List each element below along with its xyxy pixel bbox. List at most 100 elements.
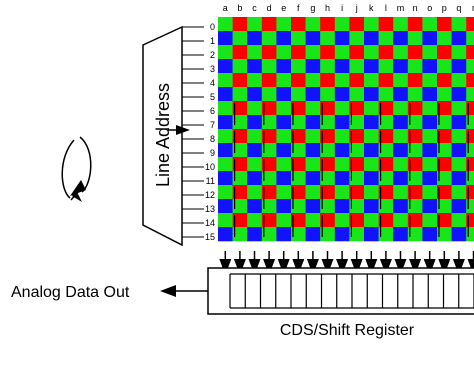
pixel-cell-b9 [232, 143, 248, 158]
pixel-cell-j10 [349, 157, 365, 172]
pixel-cell-f2 [291, 45, 306, 60]
pixel-cell-d14 [261, 213, 277, 228]
pixel-cell-p0 [437, 17, 452, 32]
row-label-12: 12 [205, 190, 215, 200]
column-arrow-head [452, 259, 465, 275]
pixel-cell-m8 [393, 129, 409, 144]
pixel-cell-a13 [218, 199, 233, 214]
pixel-cell-c7 [247, 115, 263, 130]
pixel-cell-p14 [437, 213, 452, 228]
pixel-cell-n2 [407, 45, 423, 60]
pixel-cell-b1 [232, 31, 248, 46]
pixel-cell-e14 [276, 213, 292, 228]
pixel-cell-r10 [466, 157, 474, 172]
pixel-cell-f3 [291, 59, 306, 74]
pixel-cell-p9 [437, 143, 452, 158]
rotation-arrow-icon [61, 136, 92, 202]
pixel-cell-k15 [364, 227, 379, 242]
pixel-cell-q8 [451, 129, 467, 144]
pixel-cell-r6 [466, 101, 474, 116]
column-arrow-head [263, 259, 276, 275]
pixel-cell-e5 [276, 87, 292, 102]
pixel-cell-a3 [218, 59, 233, 74]
pixel-cell-c13 [247, 199, 263, 214]
pixel-cell-k9 [364, 143, 379, 158]
pixel-cell-b11 [232, 171, 248, 186]
pixel-cell-q15 [451, 227, 467, 242]
pixel-cell-r11 [466, 171, 474, 186]
pixel-cell-n8 [407, 129, 423, 144]
column-label-o: o [427, 3, 432, 13]
column-arrow-head [365, 259, 378, 275]
column-label-q: q [456, 3, 461, 13]
row-label-13: 13 [205, 204, 215, 214]
pixel-cell-l12 [378, 185, 394, 200]
pixel-cell-g10 [305, 157, 321, 172]
pixel-cell-g4 [305, 73, 321, 88]
pixel-cell-b0 [232, 17, 248, 32]
pixel-cell-m3 [393, 59, 409, 74]
register-label: CDS/Shift Register [280, 322, 415, 339]
pixel-cell-f4 [291, 73, 306, 88]
pixel-cell-e4 [276, 73, 292, 88]
pixel-cell-l7 [378, 115, 394, 130]
pixel-cell-p15 [437, 227, 452, 242]
row-label-1: 1 [210, 36, 215, 46]
pixel-cell-o2 [422, 45, 438, 60]
pixel-cell-m12 [393, 185, 409, 200]
pixel-cell-n15 [407, 227, 423, 242]
cds-shift-register [207, 267, 474, 315]
pixel-cell-h2 [320, 45, 336, 60]
pixel-cell-l4 [378, 73, 394, 88]
column-label-a: a [223, 3, 228, 13]
pixel-cell-l2 [378, 45, 394, 60]
pixel-cell-a5 [218, 87, 233, 102]
pixel-cell-g7 [305, 115, 321, 130]
column-arrow-head [394, 259, 407, 275]
pixel-cell-r4 [466, 73, 474, 88]
pixel-cell-i11 [334, 171, 350, 186]
column-arrow-head [233, 259, 246, 275]
pixel-cell-p12 [437, 185, 452, 200]
pixel-cell-g0 [305, 17, 321, 32]
pixel-cell-a4 [218, 73, 233, 88]
column-label-g: g [310, 3, 315, 13]
column-label-b: b [237, 3, 242, 13]
pixel-cell-j12 [349, 185, 365, 200]
pixel-cell-n10 [407, 157, 423, 172]
pixel-cell-p11 [437, 171, 452, 186]
line-address-decoder [142, 25, 183, 247]
column-arrow-head [409, 259, 422, 275]
pixel-cell-h12 [320, 185, 336, 200]
pixel-cell-o6 [422, 101, 438, 116]
pixel-cell-j13 [349, 199, 365, 214]
pixel-cell-j1 [349, 31, 365, 46]
pixel-cell-p2 [437, 45, 452, 60]
pixel-cell-h5 [320, 87, 336, 102]
pixel-cell-a7 [218, 115, 233, 130]
pixel-cell-h1 [320, 31, 336, 46]
pixel-cell-o0 [422, 17, 438, 32]
row-label-14: 14 [205, 218, 215, 228]
pixel-cell-l8 [378, 129, 394, 144]
row-tick-lines [182, 26, 204, 238]
pixel-cell-j0 [349, 17, 365, 32]
pixel-cell-i12 [334, 185, 350, 200]
pixel-cell-b6 [232, 101, 248, 116]
pixel-cell-j2 [349, 45, 365, 60]
column-arrow-head [336, 259, 349, 275]
pixel-cell-l9 [378, 143, 394, 158]
column-arrow-head [350, 259, 363, 275]
column-label-m: m [397, 3, 405, 13]
pixel-cell-m1 [393, 31, 409, 46]
column-label-k: k [369, 3, 374, 13]
pixel-cell-q3 [451, 59, 467, 74]
pixel-cell-b4 [232, 73, 248, 88]
column-label-l: l [385, 3, 387, 13]
pixel-cell-k10 [364, 157, 379, 172]
pixel-cell-q4 [451, 73, 467, 88]
pixel-cell-j7 [349, 115, 365, 130]
